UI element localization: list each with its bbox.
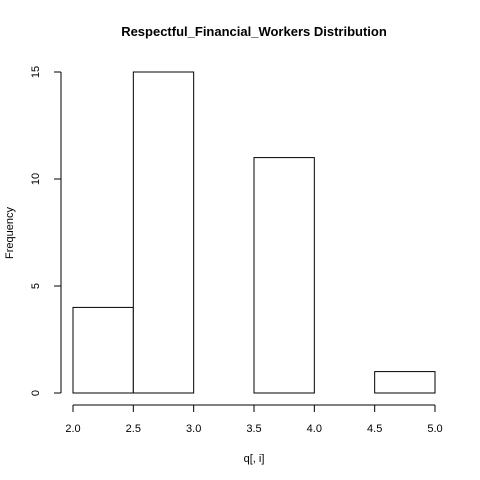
x-tick-label: 5.0 bbox=[427, 423, 442, 435]
chart-title: Respectful_Financial_Workers Distributio… bbox=[121, 24, 387, 39]
y-tick-label: 15 bbox=[30, 66, 42, 78]
y-tick-label: 0 bbox=[30, 390, 42, 396]
histogram-bar-3 bbox=[253, 157, 315, 394]
histogram-bar-0 bbox=[72, 306, 134, 394]
y-tick-label: 5 bbox=[30, 283, 42, 289]
bars-group bbox=[72, 71, 436, 394]
y-axis-label: Frequency bbox=[4, 207, 16, 259]
y-tick-label: 10 bbox=[30, 173, 42, 185]
y-axis: 0 5 10 15 bbox=[30, 66, 62, 396]
x-tick-label: 2.0 bbox=[65, 423, 80, 435]
histogram-bar-1 bbox=[132, 71, 195, 394]
x-tick-label: 3.5 bbox=[246, 423, 261, 435]
x-tick-label: 2.5 bbox=[126, 423, 141, 435]
histogram-bar-5 bbox=[374, 371, 436, 394]
x-axis-label: q[, i] bbox=[244, 453, 265, 465]
x-tick-label: 3.0 bbox=[186, 423, 201, 435]
x-tick-label: 4.5 bbox=[367, 423, 382, 435]
x-axis: 2.0 2.5 3.0 3.5 4.0 4.5 5.0 bbox=[65, 404, 443, 435]
x-tick-label: 4.0 bbox=[307, 423, 322, 435]
